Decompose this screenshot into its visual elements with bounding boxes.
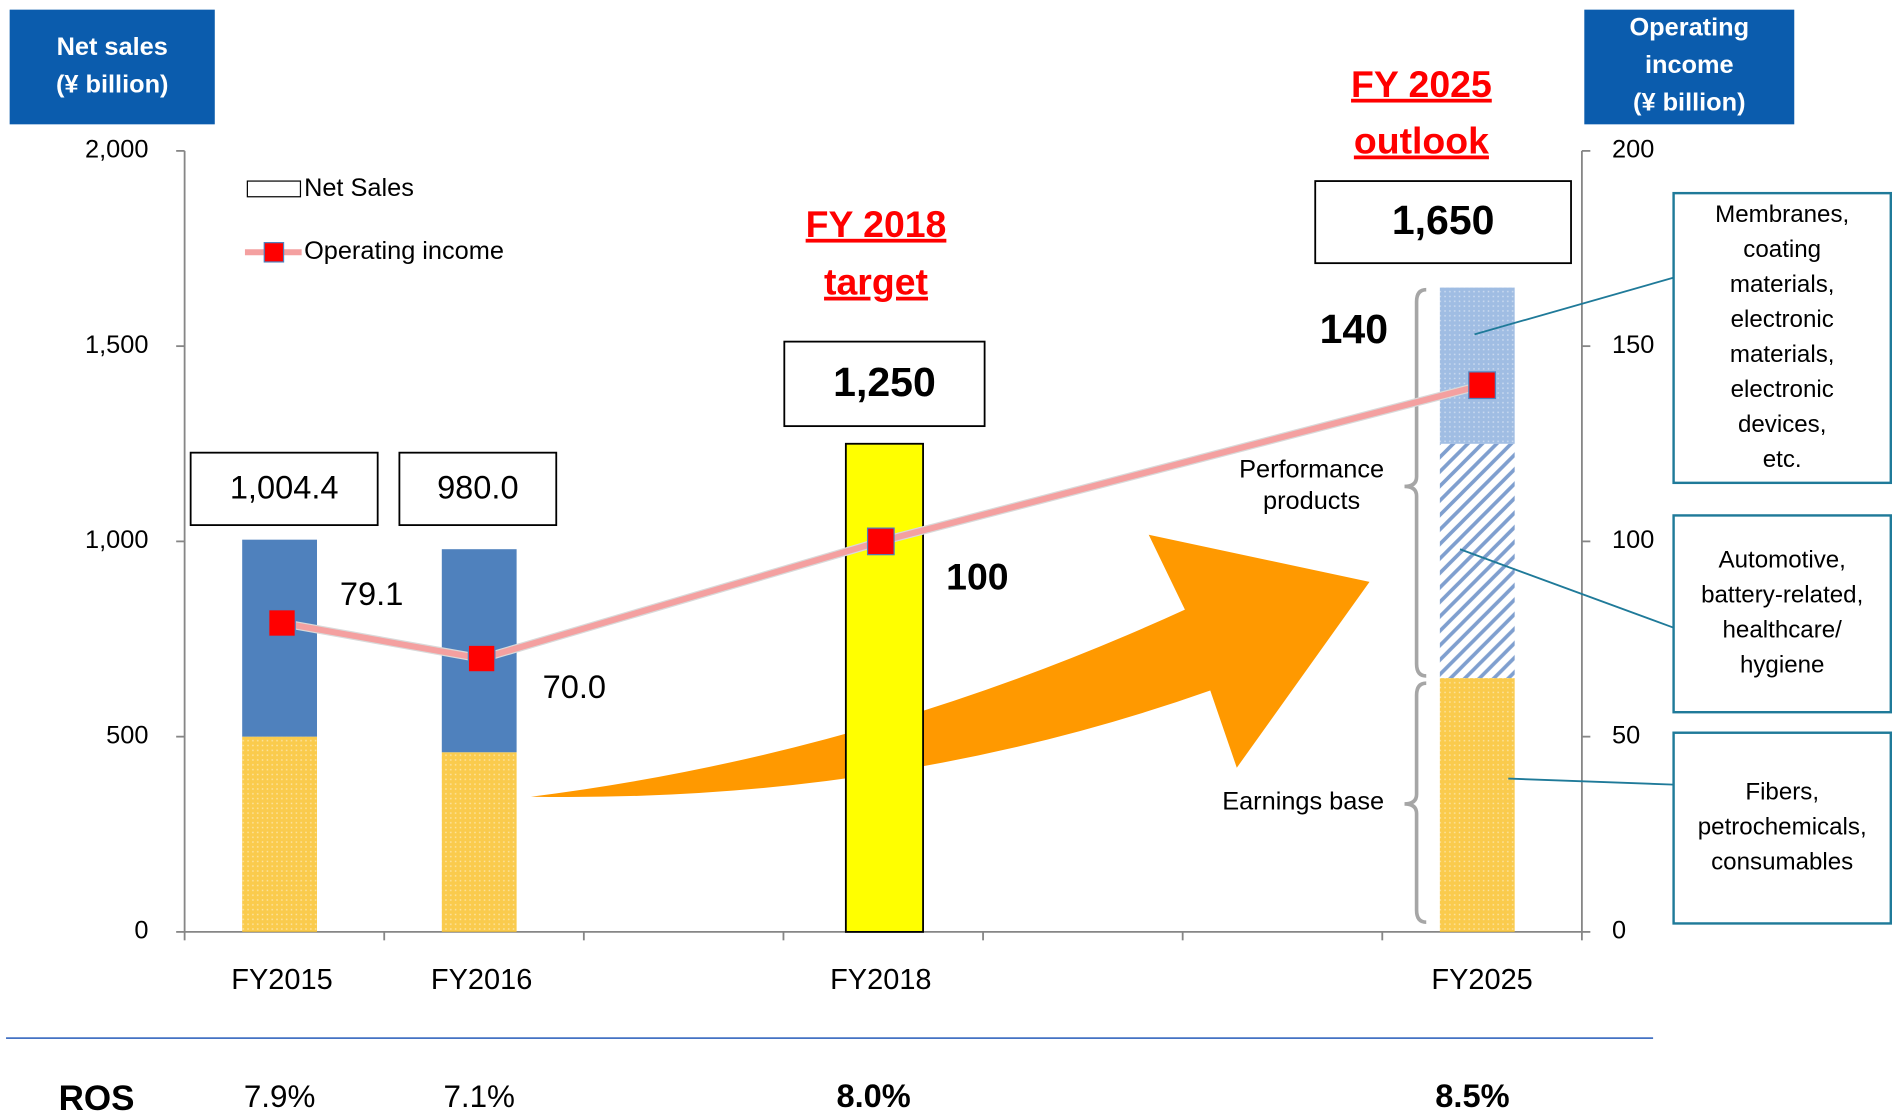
y-tick-label: 1,000 <box>85 526 148 554</box>
y-tick-label: 0 <box>134 917 148 945</box>
bar-segment <box>242 736 317 932</box>
total-box <box>783 340 986 428</box>
total-box <box>398 451 558 527</box>
fy2018-annotation: target <box>824 261 928 303</box>
performance-brace <box>1404 287 1427 678</box>
callout-leader <box>1508 777 1674 786</box>
callout-text: petrochemicals, <box>1698 813 1867 840</box>
total-box <box>1314 180 1572 265</box>
y-tick-label: 500 <box>106 721 148 749</box>
bar-segment <box>1439 678 1515 932</box>
performance-label: Performance <box>1239 455 1384 483</box>
ros-label: ROS <box>59 1079 135 1118</box>
bar-segment <box>242 539 317 737</box>
y2-tick-label: 100 <box>1612 526 1654 554</box>
y-axis-title: Net sales <box>57 33 168 61</box>
earnings-label: Earnings base <box>1222 787 1384 815</box>
callout-leader <box>1474 276 1674 336</box>
bar-segment <box>844 442 924 933</box>
callout-text: Automotive, <box>1719 547 1846 574</box>
y-label-box <box>9 9 215 125</box>
performance-label: products <box>1263 487 1360 515</box>
total-box <box>189 451 379 527</box>
y-tick-label: 2,000 <box>85 136 148 164</box>
callout-text: materials, <box>1730 271 1835 298</box>
fy2025-annotation: outlook <box>1354 120 1489 162</box>
callout-box <box>1672 731 1892 925</box>
callout-text: electronic <box>1731 306 1834 333</box>
legend-line-label: Operating income <box>304 237 504 265</box>
y2-tick-label: 0 <box>1612 917 1626 945</box>
ros-value: 8.0% <box>836 1078 910 1114</box>
callout-text: materials, <box>1730 341 1835 368</box>
bar-segment <box>1439 443 1515 679</box>
fy2025-annotation: FY 2025 <box>1351 63 1492 105</box>
callout-box <box>1672 514 1892 714</box>
ros-value: 7.9% <box>244 1079 315 1114</box>
legend-bar-label: Net Sales <box>304 174 414 202</box>
y-tick-label: 1,500 <box>85 331 148 359</box>
callout-text: electronic <box>1731 376 1834 403</box>
x-tick-label: FY2025 <box>1431 964 1532 996</box>
line-marker <box>467 644 496 673</box>
total-label: 1,250 <box>833 359 936 405</box>
bar-segment <box>1439 287 1515 444</box>
line-value-label: 70.0 <box>543 669 606 705</box>
y2-tick-label: 150 <box>1612 331 1654 359</box>
y2-axis-title: income <box>1645 51 1734 79</box>
callout-text: Fibers, <box>1745 778 1819 805</box>
ros-value: 7.1% <box>443 1079 514 1114</box>
line-value-label: 100 <box>946 555 1008 597</box>
total-label: 1,004.4 <box>230 470 339 506</box>
y2-label-box <box>1584 9 1795 125</box>
callout-text: hygiene <box>1740 652 1824 679</box>
fy2018-annotation: FY 2018 <box>806 203 947 245</box>
line-marker <box>1468 371 1496 400</box>
x-tick-label: FY2018 <box>830 964 931 996</box>
earnings-brace <box>1404 681 1427 925</box>
bar-segment <box>441 752 517 932</box>
callout-box <box>1672 191 1892 485</box>
x-tick-label: FY2015 <box>231 964 332 996</box>
y2-tick-label: 50 <box>1612 721 1640 749</box>
line-marker <box>268 609 296 637</box>
y2-axis-title: Operating <box>1629 14 1749 42</box>
legend-bar-swatch <box>246 180 302 198</box>
callout-text: consumables <box>1711 848 1853 875</box>
x-tick-label: FY2016 <box>431 964 532 996</box>
legend-line-marker <box>263 242 285 263</box>
ros-value: 8.5% <box>1435 1078 1509 1114</box>
line-value-label: 140 <box>1320 306 1388 352</box>
callout-text: healthcare/ <box>1723 617 1843 644</box>
y2-tick-label: 200 <box>1612 136 1654 164</box>
callout-leader <box>1459 548 1674 629</box>
total-label: 980.0 <box>437 470 519 506</box>
callout-text: devices, <box>1738 411 1826 438</box>
operating-income-line <box>281 382 1483 662</box>
callout-text: coating <box>1743 236 1821 263</box>
callout-text: battery-related, <box>1701 582 1863 609</box>
y2-axis-title: (¥ billion) <box>1633 88 1746 116</box>
line-marker <box>866 527 895 556</box>
growth-arrow <box>530 534 1370 798</box>
total-label: 1,650 <box>1392 197 1495 243</box>
line-value-label: 79.1 <box>340 576 403 612</box>
y-axis-title: (¥ billion) <box>56 70 169 98</box>
callout-text: Membranes, <box>1715 201 1849 228</box>
callout-text: etc. <box>1763 446 1802 473</box>
